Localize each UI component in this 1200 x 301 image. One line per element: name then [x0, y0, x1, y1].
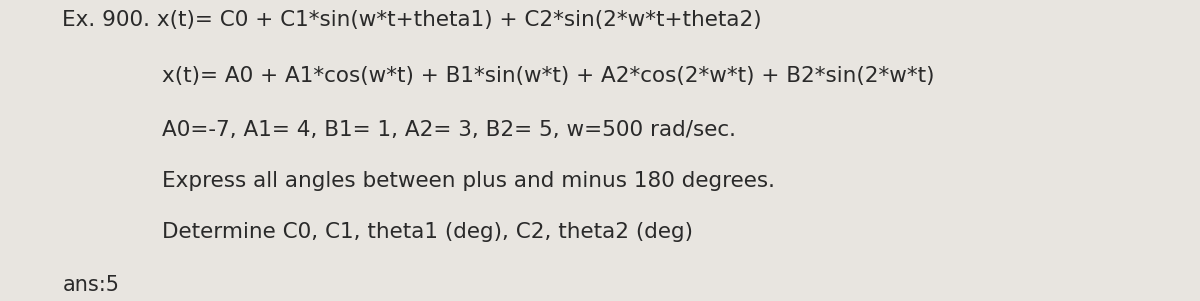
Text: Determine C0, C1, theta1 (deg), C2, theta2 (deg): Determine C0, C1, theta1 (deg), C2, thet… — [162, 222, 694, 242]
Text: A0=-7, A1= 4, B1= 1, A2= 3, B2= 5, w=500 rad/sec.: A0=-7, A1= 4, B1= 1, A2= 3, B2= 5, w=500… — [162, 120, 736, 140]
Text: ans:5: ans:5 — [62, 275, 120, 295]
Text: Ex. 900. x(t)= C0 + C1*sin(w*t+theta1) + C2*sin(2*w*t+theta2): Ex. 900. x(t)= C0 + C1*sin(w*t+theta1) +… — [62, 10, 762, 30]
Text: x(t)= A0 + A1*cos(w*t) + B1*sin(w*t) + A2*cos(2*w*t) + B2*sin(2*w*t): x(t)= A0 + A1*cos(w*t) + B1*sin(w*t) + A… — [162, 66, 935, 86]
Text: Express all angles between plus and minus 180 degrees.: Express all angles between plus and minu… — [162, 171, 775, 191]
